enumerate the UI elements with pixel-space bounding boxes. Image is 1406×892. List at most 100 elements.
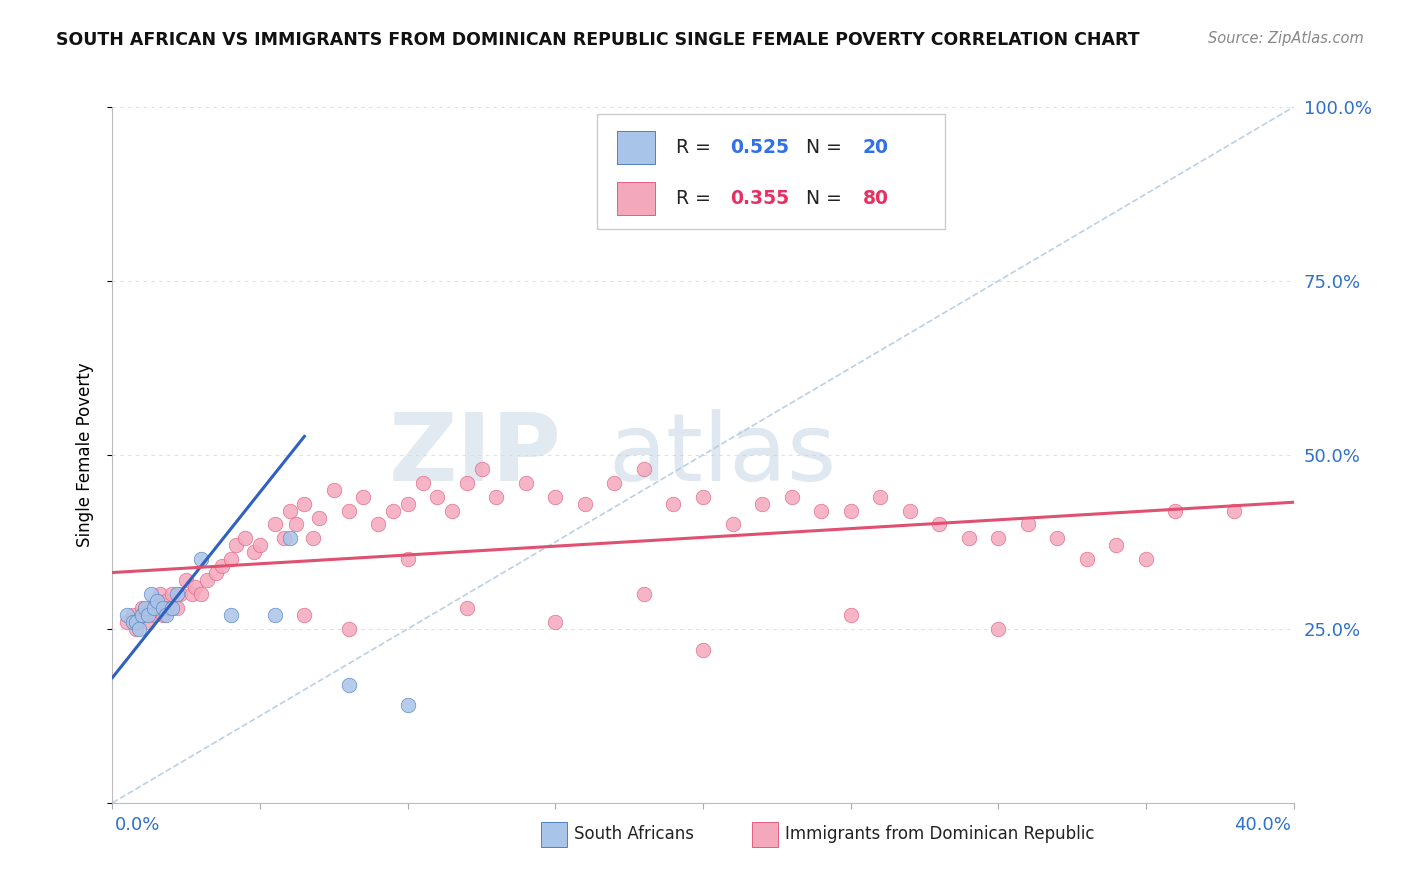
Point xyxy=(249,538,271,552)
Point xyxy=(1223,503,1246,517)
Point xyxy=(219,552,242,566)
Point xyxy=(278,503,301,517)
Point xyxy=(190,587,212,601)
Point xyxy=(396,497,419,511)
Point xyxy=(470,462,494,476)
Point xyxy=(166,601,188,615)
Point xyxy=(721,517,744,532)
Point xyxy=(155,607,177,622)
Point xyxy=(292,497,315,511)
Point xyxy=(125,615,148,629)
Point xyxy=(810,503,832,517)
Point xyxy=(957,532,980,546)
Point xyxy=(869,490,891,504)
Point xyxy=(780,490,803,504)
Text: 0.355: 0.355 xyxy=(730,189,789,208)
Text: 20: 20 xyxy=(862,138,889,157)
Point xyxy=(117,615,138,629)
Point xyxy=(125,622,148,636)
Point xyxy=(544,490,567,504)
Point xyxy=(134,607,156,622)
Point xyxy=(574,497,596,511)
Point xyxy=(1105,538,1128,552)
Text: 80: 80 xyxy=(862,189,889,208)
Point xyxy=(166,587,188,601)
Point xyxy=(273,532,295,546)
Point xyxy=(367,517,389,532)
Point xyxy=(987,622,1010,636)
Text: South Africans: South Africans xyxy=(574,825,693,843)
Point xyxy=(149,587,172,601)
Point xyxy=(308,510,330,524)
Point xyxy=(323,483,346,497)
Point xyxy=(169,587,191,601)
Point xyxy=(134,601,156,615)
Point xyxy=(243,545,266,559)
Point xyxy=(1076,552,1098,566)
Point xyxy=(1164,503,1187,517)
Point xyxy=(544,615,567,629)
Point xyxy=(692,642,714,657)
Point xyxy=(662,497,685,511)
Y-axis label: Single Female Poverty: Single Female Poverty xyxy=(76,363,94,547)
Point xyxy=(278,532,301,546)
Text: 0.525: 0.525 xyxy=(730,138,789,157)
Point xyxy=(264,517,287,532)
Point xyxy=(839,607,862,622)
Point xyxy=(233,532,256,546)
Point xyxy=(485,490,508,504)
Point xyxy=(396,698,419,713)
Point xyxy=(337,677,360,691)
Point xyxy=(928,517,950,532)
Point xyxy=(181,587,204,601)
Point xyxy=(411,475,433,490)
Text: atlas: atlas xyxy=(609,409,837,501)
Point xyxy=(382,503,405,517)
Text: 40.0%: 40.0% xyxy=(1234,816,1291,834)
Point xyxy=(146,601,169,615)
Point xyxy=(131,601,153,615)
FancyBboxPatch shape xyxy=(596,114,945,229)
Point xyxy=(152,601,174,615)
Text: Immigrants from Dominican Republic: Immigrants from Dominican Republic xyxy=(785,825,1094,843)
Point xyxy=(1135,552,1157,566)
Bar xyxy=(617,182,655,215)
Point xyxy=(152,607,174,622)
Point xyxy=(136,615,159,629)
Point xyxy=(426,490,449,504)
Point xyxy=(160,587,183,601)
Point xyxy=(211,559,233,574)
Point xyxy=(839,503,862,517)
Point xyxy=(136,607,159,622)
Point xyxy=(292,607,315,622)
Point xyxy=(139,587,162,601)
Point xyxy=(284,517,307,532)
Point xyxy=(692,490,714,504)
Point xyxy=(122,615,145,629)
Point xyxy=(337,503,360,517)
Point xyxy=(131,607,153,622)
Point xyxy=(302,532,325,546)
Point xyxy=(225,538,247,552)
Point xyxy=(456,601,478,615)
Point xyxy=(155,594,177,608)
Point xyxy=(195,573,218,587)
Point xyxy=(633,462,655,476)
Point xyxy=(337,622,360,636)
Point xyxy=(1046,532,1069,546)
Point xyxy=(441,503,464,517)
Point xyxy=(142,607,165,622)
Point xyxy=(128,622,150,636)
Text: R =: R = xyxy=(676,138,717,157)
Point xyxy=(142,601,165,615)
Text: SOUTH AFRICAN VS IMMIGRANTS FROM DOMINICAN REPUBLIC SINGLE FEMALE POVERTY CORREL: SOUTH AFRICAN VS IMMIGRANTS FROM DOMINIC… xyxy=(56,31,1140,49)
Point xyxy=(396,552,419,566)
Point xyxy=(352,490,374,504)
Text: N =: N = xyxy=(806,138,848,157)
Text: R =: R = xyxy=(676,189,717,208)
Point xyxy=(122,607,145,622)
Point xyxy=(1017,517,1039,532)
Text: Source: ZipAtlas.com: Source: ZipAtlas.com xyxy=(1208,31,1364,46)
Point xyxy=(184,580,207,594)
Point xyxy=(633,587,655,601)
